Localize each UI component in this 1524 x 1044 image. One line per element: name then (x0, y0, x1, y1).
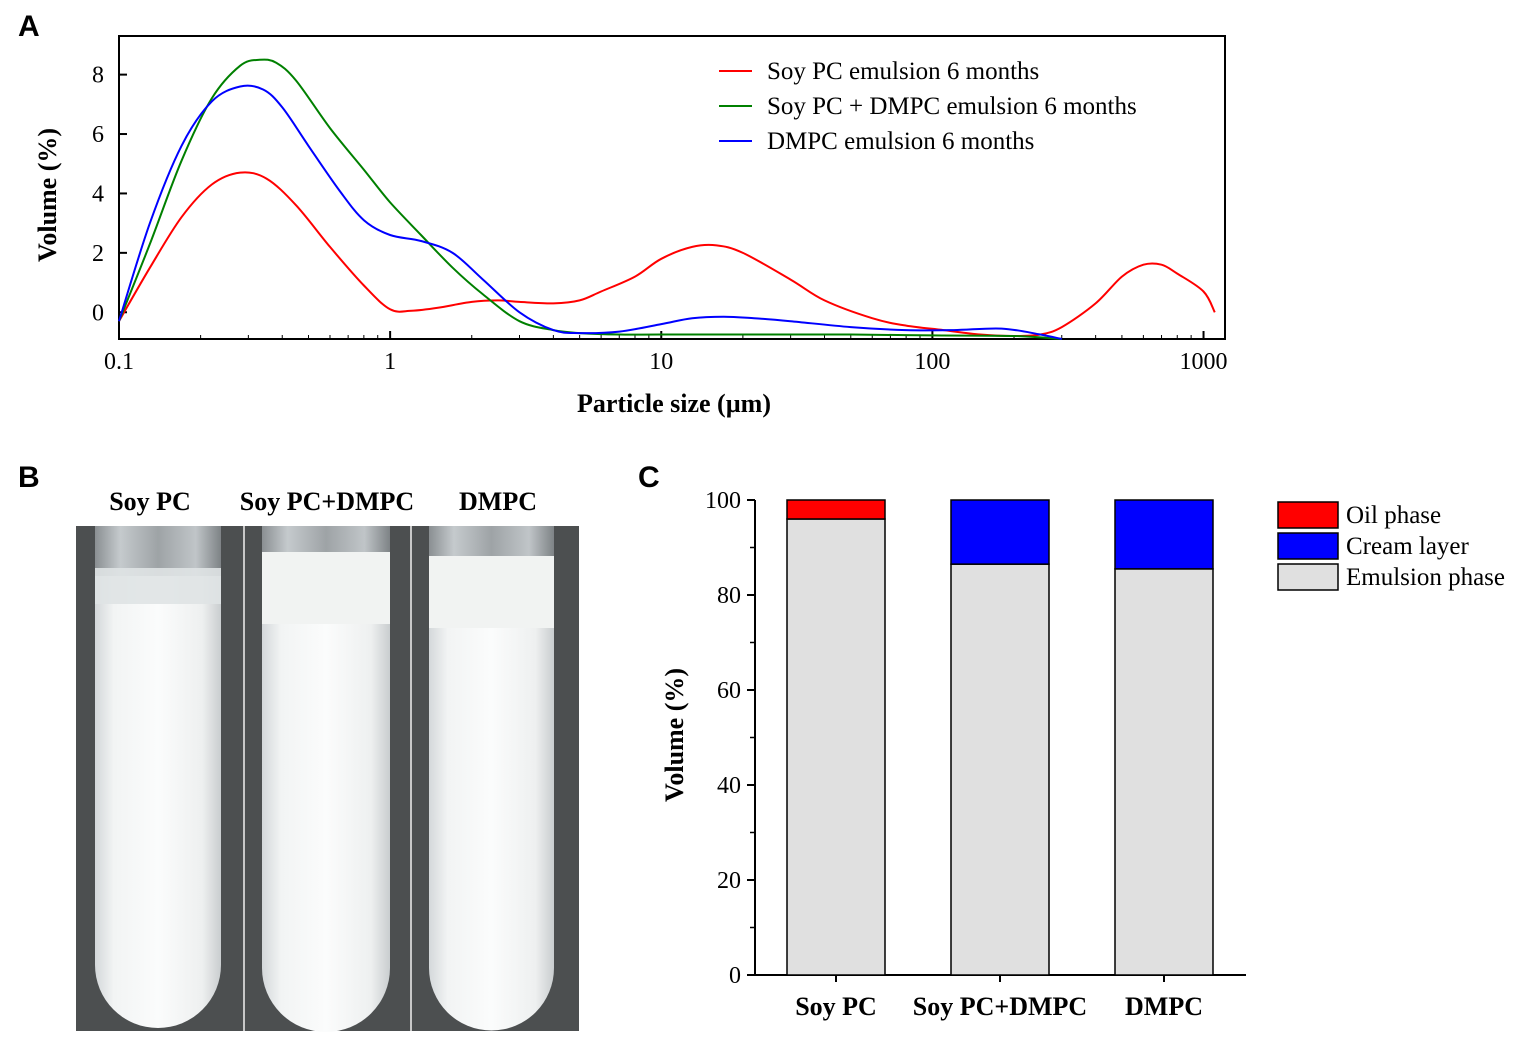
tube-soy-pc (95, 526, 221, 1028)
tube-liquid (429, 556, 554, 1031)
legend-label-soy-pc-emulsion-6-months: Soy PC emulsion 6 months (767, 58, 1039, 85)
y-tick-label-5: 100 (705, 488, 741, 514)
y-tick-label-2: 40 (717, 773, 741, 799)
y-tick-label-4: 80 (717, 583, 741, 609)
bar-soy-pc-oil-phase (786, 499, 886, 520)
bar-soy-pc-emulsion-phase (786, 518, 886, 976)
tube-soy-pc-dmpc (262, 526, 390, 1032)
x-tick-label-3: 100 (914, 349, 950, 375)
y-tick-label-2: 4 (92, 181, 104, 207)
chart-a-ticks: 0.1 1 10 100 1000 0 2 4 6 8 (92, 63, 1228, 375)
legend-swatch-oil-phase (1277, 501, 1339, 529)
category-label-dmpc: DMPC (1125, 992, 1203, 1021)
y-tick-label-0: 0 (729, 963, 741, 989)
y-tick-label-3: 6 (92, 122, 104, 148)
x-tick-label-1: 1 (384, 349, 396, 375)
tube-dmpc (429, 526, 554, 1031)
chart-a-xlabel: Particle size (µm) (577, 389, 771, 418)
chart-a-frame (118, 35, 1226, 340)
legend-label-soy-pc-dmpc-emulsion-6-months: Soy PC + DMPC emulsion 6 months (767, 93, 1137, 120)
photo-label-soy-pc-dmpc: Soy PC+DMPC (240, 487, 414, 516)
y-tick-label-0: 0 (92, 300, 104, 326)
photo-label-dmpc: DMPC (459, 487, 537, 516)
tube-cream-band (262, 552, 390, 624)
x-tick-label-0: 0.1 (104, 349, 134, 375)
tube-liquid (95, 576, 221, 1028)
tube-liquid (262, 556, 390, 1032)
chart-a-lines (118, 58, 1216, 340)
x-tick-label-4: 1000 (1180, 349, 1228, 375)
series-line-soy-pc-emulsion-6-months (118, 171, 1216, 338)
tube-cream-band (429, 556, 554, 628)
bar-dmpc-cream-layer (1114, 499, 1214, 570)
category-label-soy-pc-dmpc: Soy PC+DMPC (913, 992, 1087, 1021)
y-tick-label-4: 8 (92, 63, 104, 89)
tube-oil-band (95, 568, 221, 604)
y-tick-label-1: 2 (92, 241, 104, 267)
series-line-soy-pc-dmpc-emulsion-6-months (118, 58, 1062, 340)
tube-glass (262, 526, 390, 556)
panel-letter-b: B (18, 461, 40, 494)
chart-c-bars (786, 499, 1214, 976)
legend-label-oil-phase: Oil phase (1346, 502, 1441, 529)
chart-a-ylabel: Volume (%) (33, 128, 62, 262)
bar-soy-pc-dmpc-emulsion-phase (950, 563, 1050, 976)
chart-a: 0.1 1 10 100 1000 0 2 4 6 8 Soy PC emulsion 6 mon… (33, 35, 1228, 418)
tube-photo: Soy PC Soy PC+DMPC DMPC (76, 487, 579, 1032)
chart-c-ylabel: Volume (%) (660, 668, 689, 802)
tube-glass (429, 526, 554, 556)
panel-letter-c: C (638, 461, 660, 494)
photo-divider-2 (410, 526, 412, 1031)
panel-letter-a: A (18, 10, 40, 43)
legend-label-emulsion-phase: Emulsion phase (1346, 564, 1505, 591)
chart-c-legend: Oil phase Cream layer Emulsion phase (1277, 501, 1505, 591)
photo-labels: Soy PC Soy PC+DMPC DMPC (109, 487, 537, 516)
legend-label-cream-layer: Cream layer (1346, 533, 1470, 560)
bar-dmpc-emulsion-phase (1114, 568, 1214, 976)
bar-soy-pc-dmpc-cream-layer (950, 499, 1050, 565)
category-label-soy-pc: Soy PC (795, 992, 877, 1021)
chart-c-categories: Soy PC Soy PC+DMPC DMPC (795, 975, 1203, 1021)
chart-a-legend: Soy PC emulsion 6 months Soy PC + DMPC em… (719, 58, 1137, 155)
photo-divider-1 (243, 526, 245, 1031)
legend-swatch-cream-layer (1277, 532, 1339, 560)
y-tick-label-1: 20 (717, 868, 741, 894)
tube-glass (95, 526, 221, 576)
legend-swatch-emulsion-phase (1277, 563, 1339, 591)
x-tick-label-2: 10 (649, 349, 673, 375)
chart-c: 0 20 40 60 80 100 Soy PC Soy PC+DMPC DMPC Oil p… (660, 488, 1505, 1021)
legend-label-dmpc-emulsion-6-months: DMPC emulsion 6 months (767, 128, 1034, 155)
series-line-dmpc-emulsion-6-months (118, 84, 1062, 340)
chart-c-ticks: 0 20 40 60 80 100 (705, 488, 755, 989)
y-tick-label-3: 60 (717, 678, 741, 704)
photo-label-soy-pc: Soy PC (109, 487, 191, 516)
